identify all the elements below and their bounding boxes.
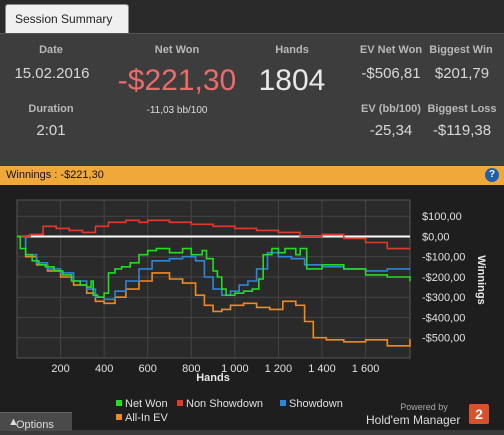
net-won-label: Net Won <box>154 44 200 56</box>
legend-swatch <box>116 400 122 406</box>
biggest-loss-label: Biggest Loss <box>427 103 497 115</box>
legend-swatch <box>177 400 183 406</box>
y-tick-label: -$500,00 <box>422 333 465 345</box>
x-tick-label: 1 200 <box>265 363 293 375</box>
tab-session-summary[interactable]: Session Summary <box>5 4 129 33</box>
x-tick-label: 1 000 <box>221 363 249 375</box>
duration-label: Duration <box>28 103 74 115</box>
y-axis-label: Winnings <box>475 255 487 304</box>
x-axis-label: Hands <box>196 372 230 384</box>
x-tick-label: 200 <box>51 363 69 375</box>
tab-session-summary-label: Session Summary <box>15 12 113 26</box>
biggest-win-label: Biggest Win <box>429 44 493 56</box>
legend-entry: All-In EV <box>125 412 168 424</box>
winnings-chart: 200 400 600 800 1 000 1 200 1 400 1 600 $100,00… <box>16 199 487 424</box>
help-icon[interactable]: ? <box>485 168 499 182</box>
options-label: ▲ Options <box>8 416 54 431</box>
tab-bar: Session Summary <box>0 0 504 34</box>
powered-by-text: Powered by <box>400 402 448 412</box>
legend-entry: Net Won <box>125 398 168 410</box>
date-value: 15.02.2016 <box>14 65 90 82</box>
x-tick-label: 800 <box>182 363 200 375</box>
hem2-logo-icon: 2 <box>469 404 489 424</box>
net-won-value: -$221,30 <box>117 64 237 97</box>
duration-value: 2:01 <box>36 122 66 139</box>
winnings-chart-area: 200 400 600 800 1 000 1 200 1 400 1 600 $100,00… <box>0 185 504 430</box>
series-line-non-showdown <box>17 219 410 250</box>
winnings-header-text: Winnings : -$221,30 <box>6 169 104 181</box>
hands-value: 1804 <box>258 64 326 97</box>
biggest-loss-value: -$119,38 <box>432 122 492 139</box>
x-tick-label: 1 600 <box>352 363 380 375</box>
series-line-all-in-ev <box>17 235 411 347</box>
legend-swatch <box>280 400 286 406</box>
y-tick-label: -$100,00 <box>422 252 465 264</box>
biggest-win-value: $201,79 <box>434 65 490 82</box>
y-tick-label: -$200,00 <box>422 272 465 284</box>
date-label: Date <box>39 44 63 56</box>
ev-net-won-value: -$506,81 <box>361 65 421 82</box>
x-tick-label: 1 400 <box>308 363 336 375</box>
winnings-header-bar: Winnings : -$221,30 ? <box>0 166 504 185</box>
legend-entry: Showdown <box>289 398 343 410</box>
legend-swatch <box>116 414 122 420</box>
options-text: Options <box>16 419 54 431</box>
ev-bb-label: EV (bb/100) <box>361 103 421 115</box>
x-tick-label: 400 <box>95 363 113 375</box>
legend-entry: Non Showdown <box>186 398 263 410</box>
y-tick-label: $0,00 <box>422 231 450 243</box>
y-tick-label: -$400,00 <box>422 312 465 324</box>
ev-bb-value: -25,34 <box>369 122 413 139</box>
hands-label: Hands <box>275 44 309 56</box>
product-name: Hold'em Manager <box>366 413 461 427</box>
options-button[interactable]: ▲ Options <box>0 412 72 431</box>
ev-net-won-label: EV Net Won <box>359 44 423 56</box>
summary-panel: Date 15.02.2016 Duration 2:01 Net Won -$… <box>0 34 504 165</box>
series-line-net-won <box>17 235 411 298</box>
net-won-bb-value: -11,03 bb/100 <box>146 105 208 116</box>
y-tick-label: $100,00 <box>422 211 462 223</box>
x-tick-label: 600 <box>139 363 157 375</box>
y-tick-label: -$300,00 <box>422 292 465 304</box>
